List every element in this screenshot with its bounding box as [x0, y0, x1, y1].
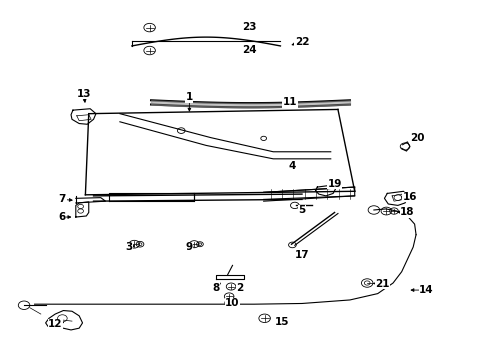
Text: 19: 19 — [327, 179, 341, 189]
Text: 20: 20 — [409, 133, 424, 143]
Text: 16: 16 — [402, 192, 416, 202]
Text: 4: 4 — [288, 161, 296, 171]
Text: 14: 14 — [418, 285, 433, 295]
Text: 7: 7 — [59, 194, 66, 204]
Text: 23: 23 — [242, 22, 256, 32]
Text: 9: 9 — [185, 242, 193, 252]
Text: 6: 6 — [59, 212, 66, 222]
Text: 24: 24 — [242, 45, 256, 55]
Text: 8: 8 — [212, 283, 219, 293]
Text: 21: 21 — [374, 279, 389, 289]
Text: 2: 2 — [236, 283, 243, 293]
Text: 17: 17 — [294, 250, 309, 260]
Text: 10: 10 — [225, 298, 239, 309]
Text: 11: 11 — [282, 98, 297, 107]
Text: 5: 5 — [298, 205, 305, 215]
Text: 12: 12 — [48, 319, 62, 329]
Text: 3: 3 — [124, 242, 132, 252]
Text: 18: 18 — [399, 207, 414, 217]
Text: 1: 1 — [185, 92, 193, 102]
Text: 22: 22 — [294, 37, 308, 47]
Text: 13: 13 — [77, 89, 91, 99]
Text: 15: 15 — [274, 317, 288, 327]
